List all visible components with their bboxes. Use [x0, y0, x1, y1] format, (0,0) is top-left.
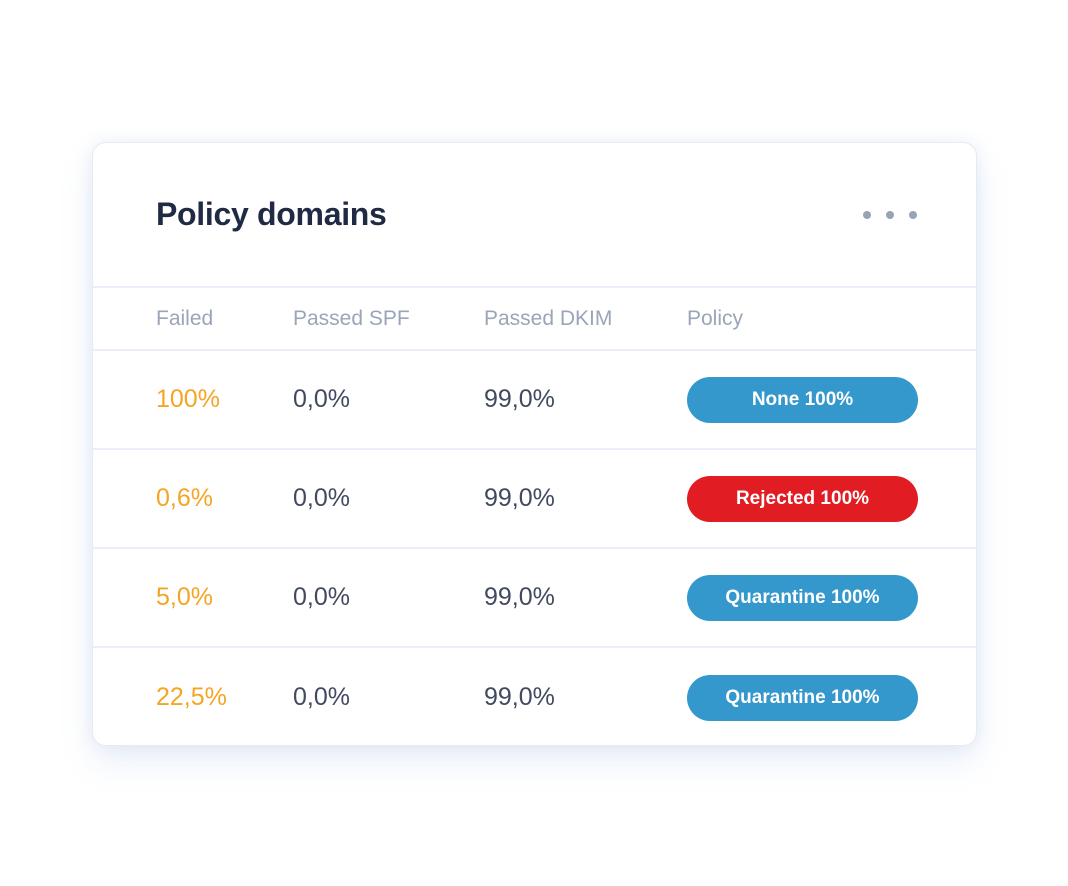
column-header-passed-dkim: Passed DKIM [484, 306, 613, 330]
card-title: Policy domains [156, 196, 387, 232]
cell-failed: 100% [156, 385, 220, 413]
policy-badge[interactable]: None 100% [687, 376, 918, 423]
table-row[interactable]: 100% 0,0% 99,0% None 100% [93, 351, 976, 450]
column-header-policy: Policy [687, 306, 744, 330]
policy-badge[interactable]: Quarantine 100% [687, 674, 918, 721]
cell-passed-dkim: 99,0% [484, 484, 555, 512]
cell-passed-dkim: 99,0% [484, 385, 555, 413]
policy-badge[interactable]: Quarantine 100% [687, 574, 918, 621]
table-header-row: Failed Passed SPF Passed DKIM Policy [93, 288, 976, 351]
column-header-failed: Failed [156, 306, 214, 330]
cell-failed: 0,6% [156, 484, 213, 512]
cell-passed-spf: 0,0% [293, 583, 350, 611]
table-row[interactable]: 5,0% 0,0% 99,0% Quarantine 100% [93, 549, 976, 648]
cell-passed-spf: 0,0% [293, 683, 350, 711]
cell-passed-dkim: 99,0% [484, 583, 555, 611]
card-header: Policy domains [93, 143, 976, 288]
card-menu-button[interactable] [861, 203, 919, 227]
cell-passed-spf: 0,0% [293, 484, 350, 512]
policy-badge[interactable]: Rejected 100% [687, 475, 918, 522]
policy-domains-card: Policy domains Failed Passed SPF Passed … [92, 142, 977, 746]
cell-failed: 5,0% [156, 583, 213, 611]
cell-passed-dkim: 99,0% [484, 683, 555, 711]
cell-passed-spf: 0,0% [293, 385, 350, 413]
cell-failed: 22,5% [156, 683, 227, 711]
column-header-passed-spf: Passed SPF [293, 306, 410, 330]
table-row[interactable]: 0,6% 0,0% 99,0% Rejected 100% [93, 450, 976, 549]
table-row[interactable]: 22,5% 0,0% 99,0% Quarantine 100% [93, 648, 976, 747]
ellipsis-icon [863, 210, 917, 219]
